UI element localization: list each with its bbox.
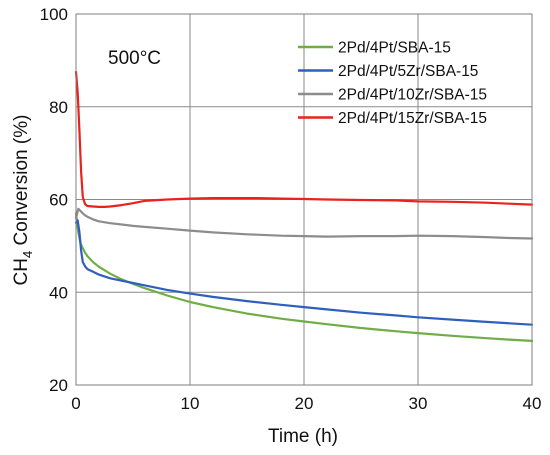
y-tick-label: 60 [49,191,68,210]
y-tick-label: 40 [49,283,68,302]
y-axis-title-main: CH [11,258,32,285]
y-tick-label: 20 [49,376,68,395]
y-axis-title-subscript: 4 [20,251,35,258]
ticks: 20 40 60 80 100 0 10 20 30 40 [40,5,542,413]
legend-label-2: 2Pd/4Pt/5Zr/SBA-15 [338,63,478,80]
series-line-2 [74,219,534,326]
x-tick-label: 20 [295,394,314,413]
x-tick-label: 30 [409,394,428,413]
temperature-annotation: 500°C [108,48,161,69]
x-tick-label: 0 [71,394,80,413]
series-line-4 [74,70,534,208]
series-layer [74,70,534,342]
y-tick-label: 80 [49,98,68,117]
legend: 2Pd/4Pt/SBA-15 2Pd/4Pt/5Zr/SBA-15 2Pd/4Pt/… [298,40,487,127]
y-axis-title-rest: Conversion (%) [11,115,32,251]
x-tick-label: 40 [523,394,542,413]
x-axis-title: Time (h) [268,426,338,447]
legend-label-4: 2Pd/4Pt/15Zr/SBA-15 [338,110,487,127]
series-line-1 [74,212,534,342]
plot-frame [75,13,533,386]
y-axis-title: CH4 Conversion (%) [11,115,35,286]
legend-label-1: 2Pd/4Pt/SBA-15 [338,40,451,57]
x-tick-label: 10 [181,394,200,413]
legend-label-3: 2Pd/4Pt/10Zr/SBA-15 [338,87,487,104]
y-tick-label: 100 [40,5,68,24]
series-line-3 [74,207,534,240]
